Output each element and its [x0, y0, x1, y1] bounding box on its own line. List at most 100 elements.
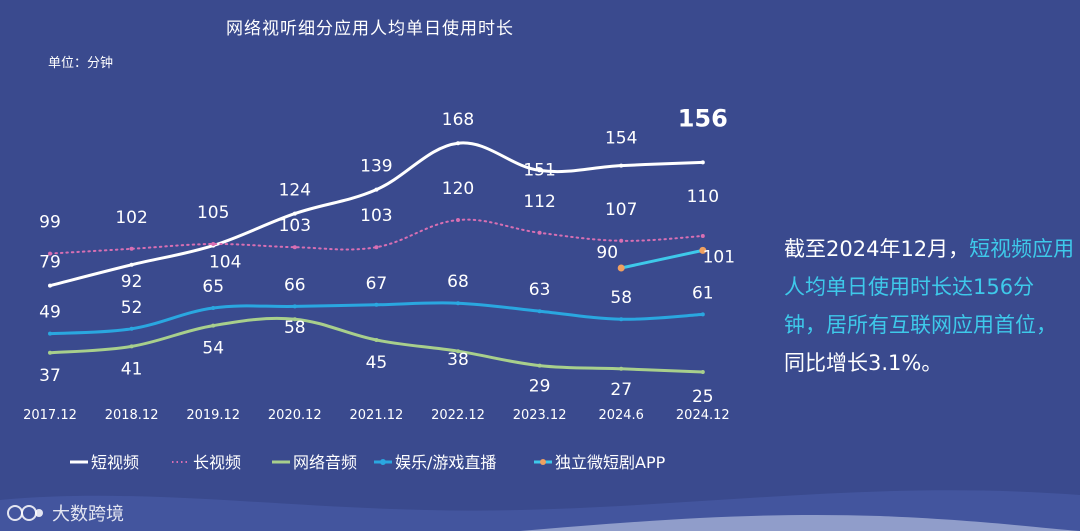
data-point-娱乐-游戏直播-2024.12: [700, 312, 705, 317]
x-tick-label-2018.12: 2018.12: [105, 408, 159, 423]
data-point-娱乐-游戏直播-2021.12: [374, 302, 379, 307]
series-娱乐-游戏直播: [48, 301, 705, 336]
legend-item-长视频: 长视频: [172, 453, 241, 472]
x-tick-label-2024.6: 2024.6: [598, 408, 644, 423]
data-label-长视频-2023.12: 112: [523, 192, 555, 212]
x-tick-label-2021.12: 2021.12: [350, 408, 404, 423]
data-point-短视频-2020.12: [292, 211, 297, 216]
data-point-网络音频-2018.12: [129, 344, 134, 349]
data-point-独立微短剧APP-2024.12: [699, 246, 707, 254]
data-point-长视频-2017.12: [48, 251, 52, 256]
x-tick-label-2022.12: 2022.12: [431, 408, 485, 423]
data-label-长视频-2018.12: 102: [115, 208, 147, 228]
data-point-短视频-2017.12: [48, 283, 52, 288]
data-point-短视频-2024.6: [619, 163, 624, 168]
data-label-娱乐-游戏直播-2023.12: 63: [529, 280, 551, 300]
data-label-网络音频-2021.12: 45: [366, 353, 388, 373]
data-label-娱乐-游戏直播-2017.12: 49: [39, 303, 61, 323]
legend-item-网络音频: 网络音频: [272, 453, 357, 472]
data-point-长视频-2021.12: [374, 245, 379, 250]
data-label-网络音频-2024.12: 25: [692, 387, 714, 407]
data-point-娱乐-游戏直播-2023.12: [537, 309, 542, 314]
data-label-网络音频-2017.12: 37: [39, 366, 61, 386]
data-point-长视频-2020.12: [292, 245, 297, 250]
legend-label-网络音频: 网络音频: [293, 453, 357, 472]
chart-title: 网络视听细分应用人均单日使用时长: [226, 19, 514, 39]
data-point-网络音频-2021.12: [374, 338, 379, 342]
series-layer: [48, 141, 707, 374]
data-point-长视频-2024.6: [619, 238, 624, 243]
data-point-娱乐-游戏直播-2024.6: [619, 317, 624, 322]
data-point-短视频-2023.12: [537, 168, 542, 173]
data-label-长视频-2020.12: 103: [279, 216, 311, 236]
x-tick-label-2023.12: 2023.12: [513, 408, 567, 423]
bottom-wave-decoration: [0, 490, 1080, 531]
data-label-娱乐-游戏直播-2019.12: 65: [202, 277, 224, 297]
series-line-娱乐-游戏直播: [48, 301, 705, 336]
data-label-长视频-2017.12: 99: [39, 213, 61, 233]
data-label-娱乐-游戏直播-2024.12: 61: [692, 283, 714, 303]
data-label-长视频-2022.12: 120: [442, 179, 474, 199]
side-note-text: 截至2024年12月，: [784, 237, 970, 261]
legend-item-短视频: 短视频: [70, 453, 139, 472]
x-tick-label-2020.12: 2020.12: [268, 408, 322, 423]
side-note-highlight: 短视频应用人均单日使用时长达156分钟，居所有互联网应用首位，: [784, 237, 1075, 337]
data-label-网络音频-2018.12: 41: [121, 359, 143, 379]
series-line-独立微短剧APP: [619, 248, 705, 270]
data-point-网络音频-2023.12: [537, 363, 542, 368]
data-label-短视频-2022.12: 168: [442, 110, 474, 130]
brand-logo-icon: [7, 505, 43, 521]
data-point-短视频-2024.12: [700, 160, 705, 165]
x-tick-label-2017.12: 2017.12: [23, 408, 77, 423]
data-label-短视频-2019.12: 104: [209, 253, 241, 273]
x-axis: 2017.12 2018.12 2019.12 2020.12 2021.12 2022.…: [23, 408, 730, 423]
data-point-网络音频-2024.6: [619, 366, 624, 371]
data-label-网络音频-2020.12: 58: [284, 318, 306, 338]
data-label-长视频-2021.12: 103: [360, 206, 392, 226]
legend-label-娱乐-游戏直播: 娱乐/游戏直播: [395, 453, 496, 472]
data-point-娱乐-游戏直播-2020.12: [292, 304, 297, 309]
data-label-网络音频-2019.12: 54: [202, 339, 224, 359]
data-point-网络音频-2017.12: [48, 350, 52, 355]
x-tick-label-2024.12: 2024.12: [676, 408, 730, 423]
legend-label-独立微短剧APP: 独立微短剧APP: [555, 453, 666, 472]
legend-marker-娱乐-游戏直播: [380, 459, 386, 465]
wave-front: [520, 514, 1080, 531]
data-point-短视频-2022.12: [456, 141, 460, 146]
data-label-娱乐-游戏直播-2020.12: 66: [284, 275, 306, 295]
legend-marker-独立微短剧APP: [540, 459, 546, 465]
data-label-独立微短剧APP-2024.6: 90: [596, 243, 618, 263]
data-label-网络音频-2024.6: 27: [610, 380, 632, 400]
data-point-短视频-2018.12: [129, 262, 134, 267]
data-label-网络音频-2023.12: 29: [529, 377, 551, 397]
data-label-短视频-2023.12: 151: [523, 160, 555, 180]
side-note-growth: 同比增长3.1%。: [784, 351, 943, 375]
data-point-独立微短剧APP-2024.6: [617, 264, 625, 272]
legend-label-短视频: 短视频: [91, 453, 139, 472]
legend: 短视频 长视频 网络音频 娱乐/游戏直播 独立微短剧APP: [70, 453, 666, 472]
series-网络音频: [48, 316, 705, 374]
legend-item-独立微短剧APP: 独立微短剧APP: [534, 453, 666, 472]
data-point-长视频-2019.12: [211, 242, 216, 246]
data-label-短视频-2024.12: 156: [678, 104, 728, 132]
series-独立微短剧APP: [617, 246, 707, 272]
data-label-娱乐-游戏直播-2022.12: 68: [447, 272, 469, 292]
data-label-短视频-2020.12: 124: [279, 181, 311, 201]
data-point-网络音频-2019.12: [211, 323, 216, 328]
data-point-网络音频-2024.12: [700, 370, 705, 374]
data-point-长视频-2024.12: [700, 234, 705, 238]
data-label-娱乐-游戏直播-2021.12: 67: [366, 274, 388, 294]
unit-label: 单位：分钟: [48, 56, 114, 71]
watermark: 大数跨境: [6, 500, 124, 526]
data-label-独立微短剧APP-2024.12: 101: [703, 247, 735, 267]
data-point-网络音频-2020.12: [292, 317, 297, 322]
data-label-短视频-2017.12: 79: [39, 253, 61, 273]
data-point-长视频-2018.12: [129, 246, 134, 251]
data-label-短视频-2018.12: 92: [121, 272, 143, 292]
data-label-娱乐-游戏直播-2024.6: 58: [610, 288, 632, 308]
data-point-短视频-2021.12: [374, 187, 379, 192]
data-label-layer: 79 92 104 124 139 168 151 154 156 99 102 105 103 103 1…: [39, 104, 735, 407]
data-label-长视频-2024.12: 110: [687, 187, 719, 207]
legend-label-长视频: 长视频: [193, 453, 241, 472]
